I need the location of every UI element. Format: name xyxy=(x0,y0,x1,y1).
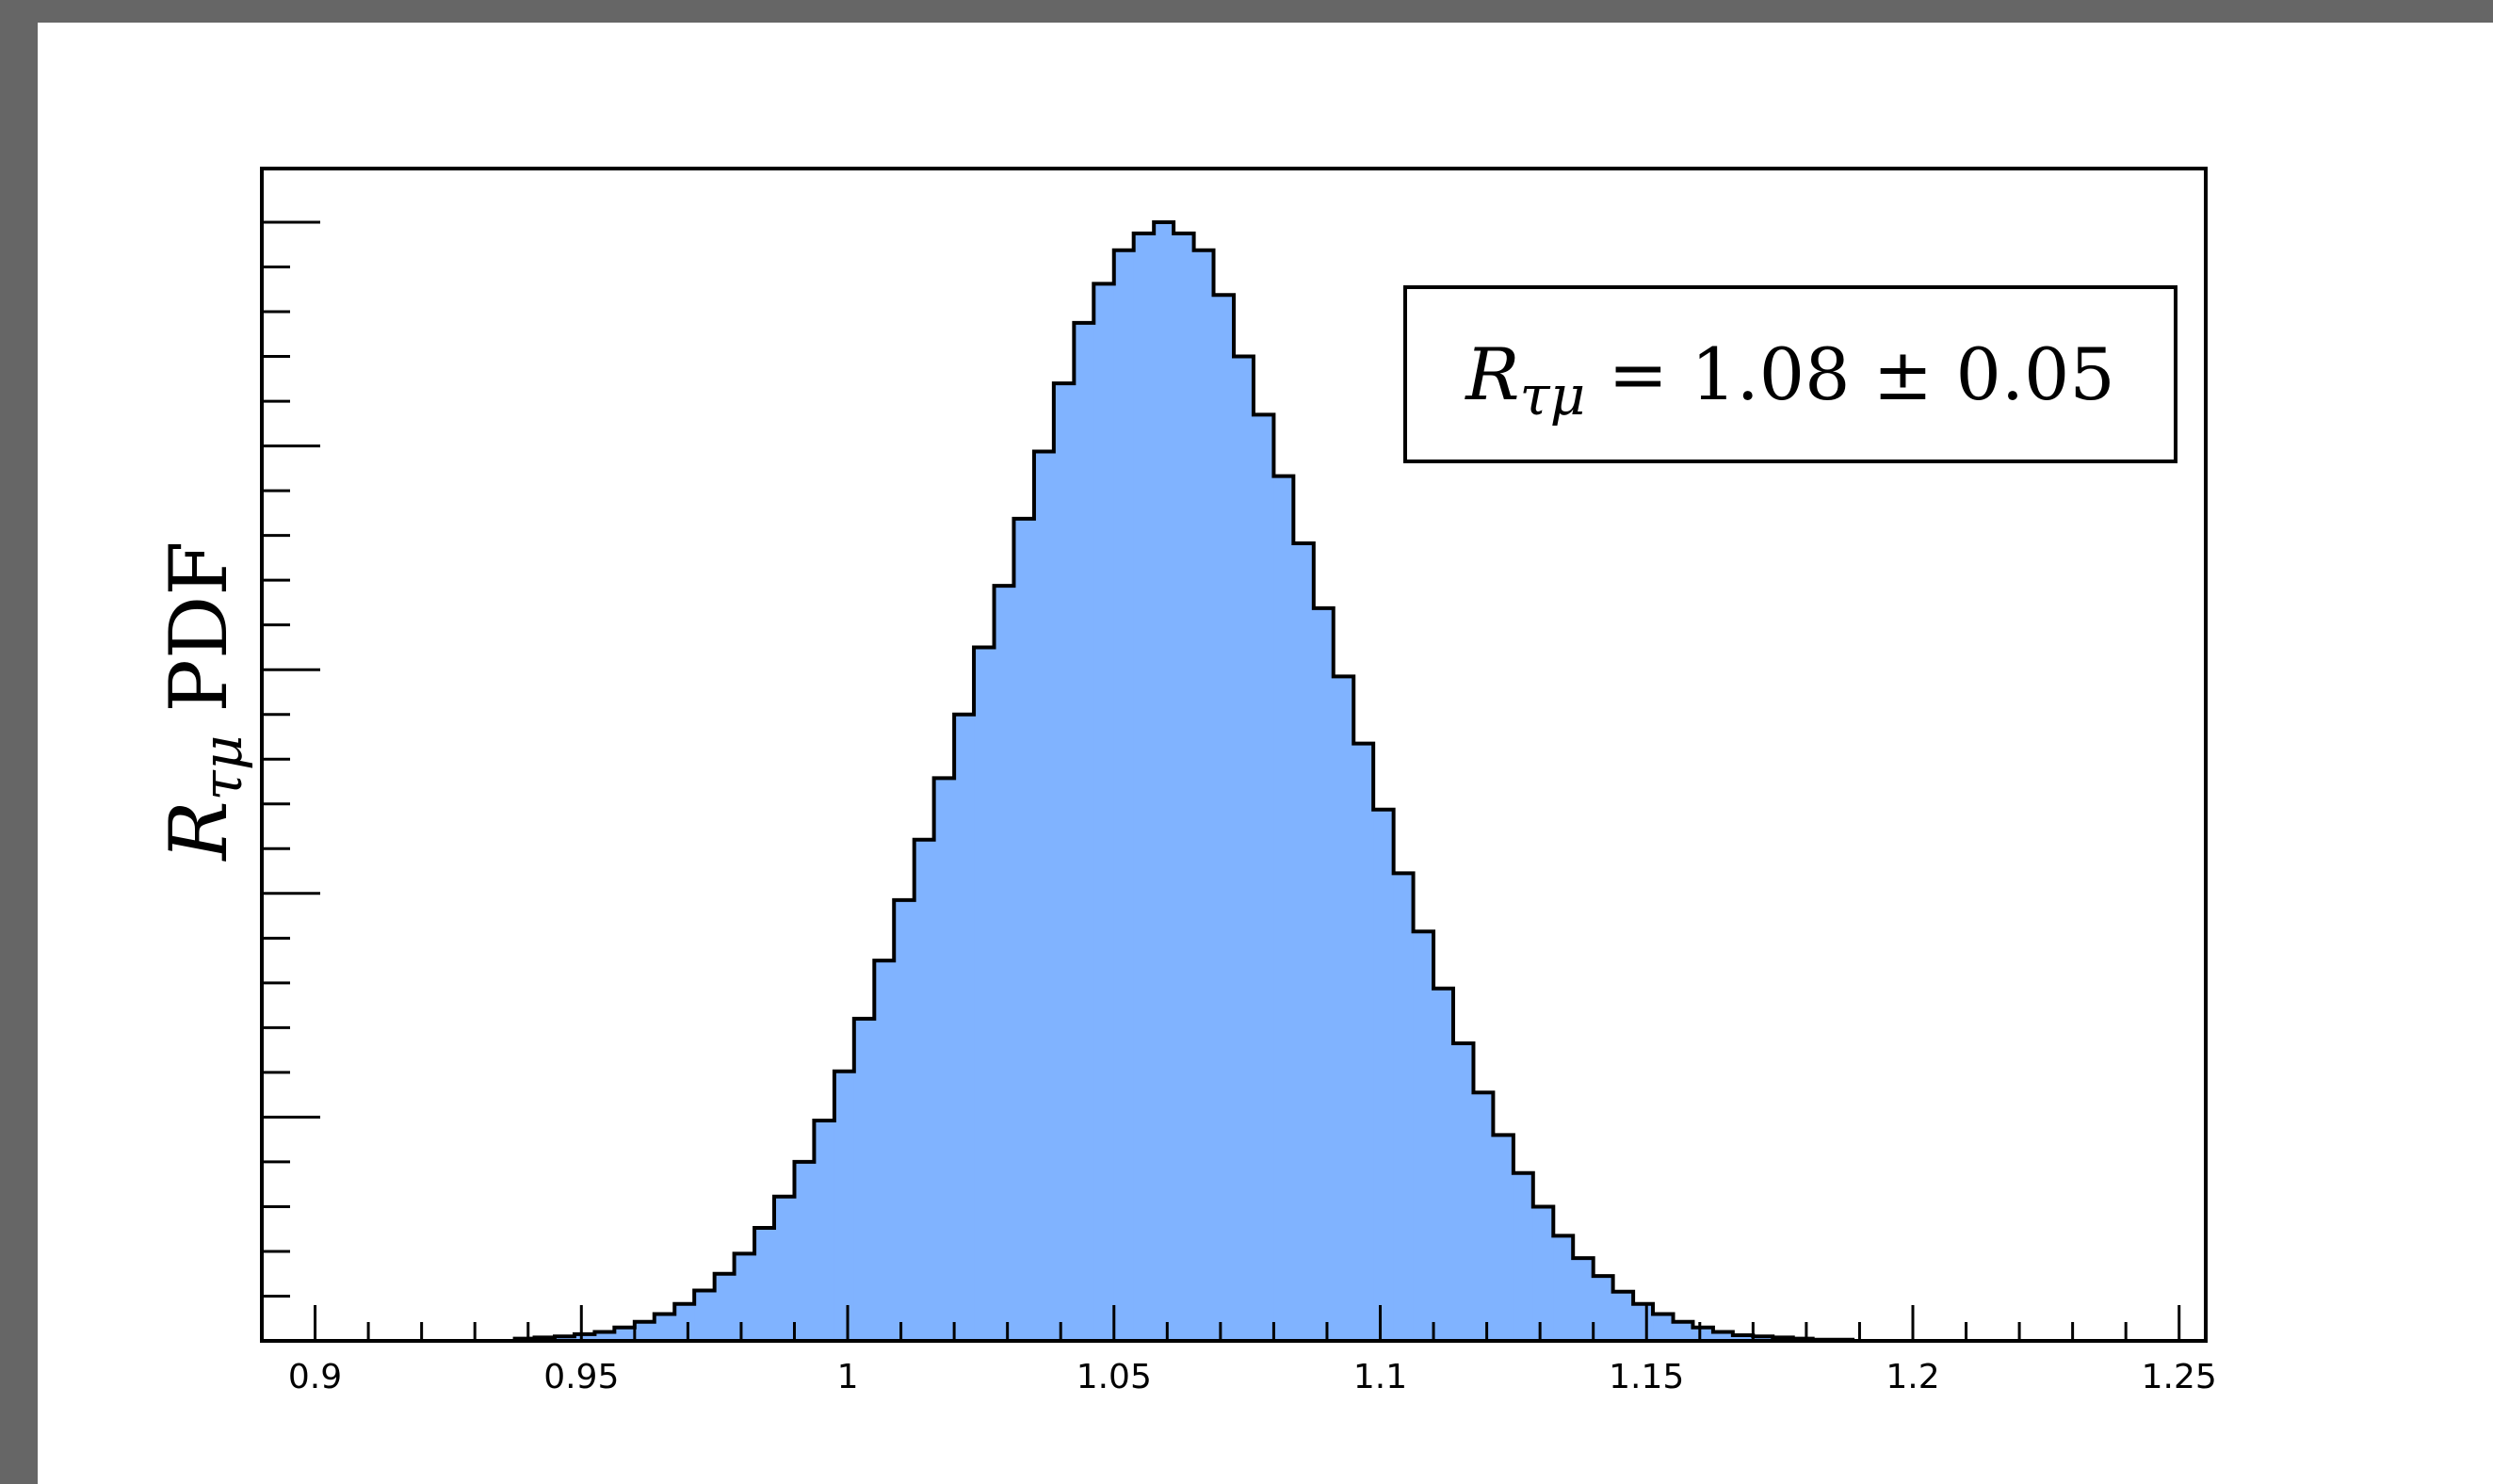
histogram-bar xyxy=(1293,542,1315,1341)
histogram-bar xyxy=(853,1018,875,1341)
histogram-bar xyxy=(1093,283,1115,1342)
histogram-bar xyxy=(1473,1092,1494,1341)
plot-frame xyxy=(260,167,2208,1343)
histogram-bar xyxy=(1053,383,1075,1341)
histogram-bar xyxy=(1373,809,1395,1341)
y-axis-label-text: PDF xyxy=(153,540,245,712)
histogram-bar xyxy=(874,960,895,1341)
histogram-bar xyxy=(1154,222,1174,1341)
y-axis-ticks xyxy=(262,220,320,1343)
histogram-bar xyxy=(1213,295,1235,1342)
histogram-bar xyxy=(1174,233,1195,1341)
histogram-bar xyxy=(634,1321,656,1341)
histogram-bar xyxy=(1133,233,1155,1341)
histogram-bar xyxy=(1513,1172,1534,1341)
y-axis-label: Rτμ PDF xyxy=(153,540,254,862)
histogram-bar xyxy=(974,647,996,1341)
histogram-bar xyxy=(594,1331,615,1341)
x-tick-label: 0.95 xyxy=(543,1358,619,1396)
histogram-bar xyxy=(1413,931,1434,1341)
x-tick-label: 1.25 xyxy=(2142,1358,2217,1396)
annotation-subscript: τμ xyxy=(1520,363,1586,427)
histogram-bar xyxy=(1333,676,1354,1341)
annotation-symbol: R xyxy=(1464,332,1519,416)
histogram-bar xyxy=(1393,873,1415,1341)
histogram-chart: 0.9 0.95 1 1.05 1.1 1.15 1.2 1.25 Rτμ PDF Rτμ = … xyxy=(153,167,2217,1396)
histogram-bar xyxy=(654,1314,675,1341)
x-axis-ticks: 0.9 0.95 1 1.05 1.1 1.15 1.2 1.25 xyxy=(288,1305,2217,1396)
histogram-bar xyxy=(614,1327,636,1341)
histogram-bar xyxy=(794,1161,816,1341)
histogram-bar xyxy=(1113,250,1135,1342)
y-axis-label-subscript: τμ xyxy=(190,735,254,801)
x-tick-label: 1.2 xyxy=(1886,1358,1939,1396)
x-tick-label: 1.1 xyxy=(1353,1358,1407,1396)
annotation-value: = 1.08 ± 0.05 xyxy=(1585,332,2114,416)
histogram-bar xyxy=(754,1228,775,1341)
histogram-bar xyxy=(574,1333,596,1341)
histogram-bar xyxy=(1433,988,1454,1341)
y-axis-label-symbol: R xyxy=(153,800,245,862)
histogram-bar xyxy=(1673,1321,1694,1341)
histogram-bar xyxy=(1273,476,1294,1341)
histogram-bar xyxy=(1732,1335,1754,1341)
histogram-bar xyxy=(1532,1206,1554,1341)
histogram-bar xyxy=(773,1196,796,1341)
histogram-bar xyxy=(1493,1135,1514,1341)
annotation-box: Rτμ = 1.08 ± 0.05 xyxy=(1403,285,2177,463)
x-tick-label: 1 xyxy=(837,1358,859,1396)
histogram-bar xyxy=(1313,607,1335,1341)
histogram-bar xyxy=(714,1273,736,1341)
histogram-bar xyxy=(1753,1336,1773,1341)
annotation-frame xyxy=(1403,285,2177,463)
annotation-text: Rτμ = 1.08 ± 0.05 xyxy=(1464,332,2114,427)
histogram-bar xyxy=(1452,1042,1475,1341)
histogram-bar xyxy=(1253,414,1275,1341)
histogram-bar xyxy=(814,1120,835,1341)
histogram-bar xyxy=(994,586,1015,1341)
histogram-bar xyxy=(694,1290,716,1341)
histogram-bar xyxy=(1553,1235,1574,1341)
histogram-bar xyxy=(1353,743,1374,1341)
figure-canvas: 0.9 0.95 1 1.05 1.1 1.15 1.2 1.25 Rτμ PDF Rτμ = … xyxy=(38,23,2493,1484)
histogram-bar xyxy=(1234,356,1255,1341)
histogram-bar xyxy=(1593,1276,1614,1341)
histogram-bar xyxy=(674,1303,695,1341)
x-tick-label: 1.05 xyxy=(1077,1358,1152,1396)
histogram-bar xyxy=(894,899,915,1341)
histogram-bars xyxy=(514,222,1854,1342)
histogram-bar xyxy=(1712,1331,1734,1341)
histogram-bar xyxy=(734,1253,755,1341)
histogram-bar xyxy=(555,1336,575,1341)
histogram-bar xyxy=(933,778,955,1341)
histogram-bar xyxy=(1013,518,1035,1341)
histogram-bar xyxy=(914,839,935,1341)
x-tick-label: 1.15 xyxy=(1609,1358,1684,1396)
histogram-bar xyxy=(1653,1314,1675,1341)
histogram-bar xyxy=(1633,1303,1654,1341)
histogram-bar xyxy=(1692,1327,1714,1341)
histogram-bar xyxy=(834,1071,855,1341)
histogram-outline xyxy=(512,220,1855,1342)
x-tick-label: 0.9 xyxy=(288,1358,342,1396)
histogram-bar xyxy=(1074,322,1094,1341)
histogram-bar xyxy=(954,714,975,1341)
histogram-bar xyxy=(1573,1258,1595,1341)
histogram-bar xyxy=(1033,451,1055,1341)
histogram-bar xyxy=(1612,1291,1634,1341)
histogram-bar xyxy=(1193,250,1215,1342)
